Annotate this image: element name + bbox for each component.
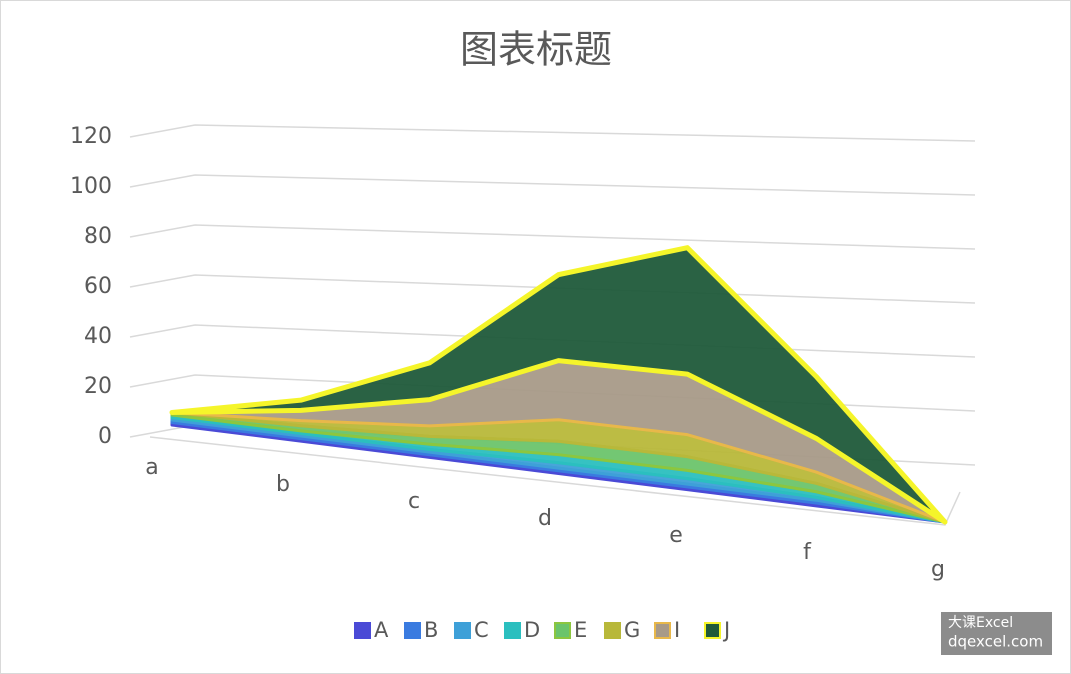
- chart-title: 图表标题: [460, 28, 612, 72]
- legend-label: A: [374, 618, 389, 642]
- legend-label: E: [574, 618, 587, 642]
- legend-label: B: [424, 618, 438, 642]
- area: [169, 245, 948, 525]
- watermark: 大课Excel: [948, 615, 1013, 631]
- legend-swatch: [554, 622, 571, 639]
- y-tick-label: 20: [84, 374, 112, 399]
- legend-swatch: [604, 622, 621, 639]
- grid-line: [129, 174, 976, 196]
- watermark-box: [941, 612, 1052, 655]
- x-tick-label: g: [931, 557, 945, 582]
- grid-line: [129, 124, 976, 142]
- x-tick-label: e: [669, 523, 683, 548]
- y-tick-label: 60: [84, 274, 112, 299]
- x-tick-label: f: [803, 540, 812, 565]
- y-tick-label: 40: [84, 324, 112, 349]
- legend-swatch: [704, 622, 721, 639]
- legend-label: D: [524, 618, 540, 642]
- legend-label: C: [474, 618, 489, 642]
- legend-swatch: [654, 622, 671, 639]
- x-tick-label: c: [408, 489, 420, 514]
- x-tick-label: d: [538, 506, 552, 531]
- y-tick-label: 80: [84, 224, 112, 249]
- legend-swatch: [454, 622, 471, 639]
- legend-label: I: [674, 618, 680, 642]
- y-tick-label: 100: [70, 174, 112, 199]
- floor-line: [149, 436, 961, 526]
- x-tick-label: a: [145, 455, 158, 480]
- legend-swatch: [404, 622, 421, 639]
- x-tick-label: b: [276, 472, 290, 497]
- y-tick-label: 0: [98, 424, 112, 449]
- legend-label: G: [624, 618, 640, 642]
- grid-line: [129, 224, 976, 250]
- legend-label: J: [722, 618, 730, 642]
- legend-swatch: [504, 622, 521, 639]
- y-tick-label: 120: [70, 124, 112, 149]
- watermark: dqexcel.com: [948, 633, 1043, 651]
- legend-swatch: [354, 622, 371, 639]
